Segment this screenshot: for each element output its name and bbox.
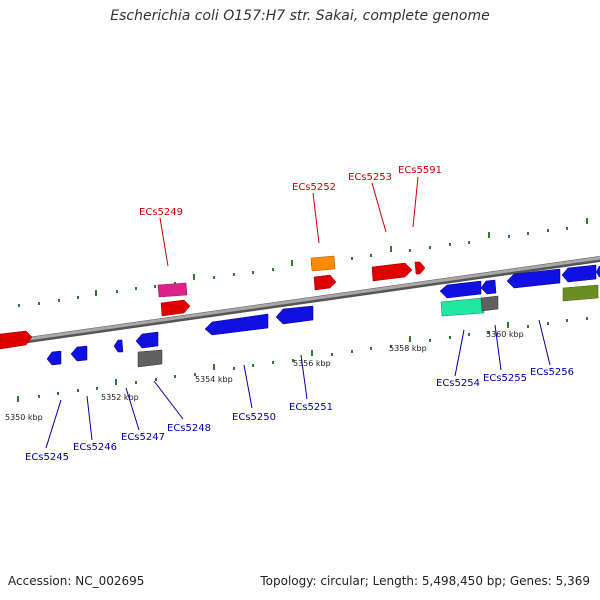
genome-summary-text: Topology: circular; Length: 5,498,450 bp…: [260, 574, 590, 588]
gene-block-ECs5248[interactable]: [137, 349, 163, 368]
gene-block-ECs5252[interactable]: [313, 274, 337, 291]
gene-label-ECs5255[interactable]: ECs5255: [483, 373, 527, 384]
gene-block-ECs5249[interactable]: [160, 299, 191, 317]
gene-block-ECs5255a[interactable]: [480, 279, 497, 295]
bottom-leader-lines: [45, 319, 551, 449]
reverse-genes: [46, 264, 600, 368]
gene-block-edge[interactable]: [596, 266, 600, 277]
gene-block-ECs5256[interactable]: [562, 284, 599, 302]
gene-block-ECs5245[interactable]: [46, 350, 62, 366]
gene-block-ECs5256a[interactable]: [506, 268, 561, 289]
gene-block-red-left[interactable]: [0, 330, 33, 350]
scale-label-5350: 5350 kbp: [5, 413, 43, 422]
gene-block-ECs5246[interactable]: [70, 345, 88, 362]
gene-block-ECs5248a[interactable]: [135, 331, 159, 349]
gene-block-ECs5255[interactable]: [480, 295, 499, 312]
upper-tick-track: [18, 218, 588, 307]
gene-block-ECs5254a[interactable]: [439, 280, 482, 299]
gene-label-ECs5245[interactable]: ECs5245: [25, 452, 69, 463]
gene-label-ECs5253[interactable]: ECs5253: [348, 172, 392, 183]
gene-block-ECs5254[interactable]: [440, 297, 485, 317]
gene-label-ECs5254[interactable]: ECs5254: [436, 378, 480, 389]
forward-genes: [0, 255, 426, 350]
scale-label-5352: 5352 kbp: [101, 393, 139, 402]
scale-label-5360: 5360 kbp: [486, 330, 524, 339]
gene-block-ECs5249a[interactable]: [157, 282, 188, 298]
gene-block-ECs5247[interactable]: [113, 339, 124, 353]
gene-label-ECs5251[interactable]: ECs5251: [289, 402, 333, 413]
gene-block-ECs5256b[interactable]: [561, 264, 597, 283]
gene-label-ECs5246[interactable]: ECs5246: [73, 442, 117, 453]
page-title: Escherichia coli O157:H7 str. Sakai, com…: [110, 8, 490, 24]
accession-text: Accession: NC_002695: [8, 574, 145, 588]
gene-label-ECs5249[interactable]: ECs5249: [139, 207, 183, 218]
lower-tick-track: [17, 317, 588, 402]
gene-label-ECs5248[interactable]: ECs5248: [167, 423, 211, 434]
gene-label-ECs5591[interactable]: ECs5591: [398, 165, 442, 176]
scale-label-5354: 5354 kbp: [195, 375, 233, 384]
gene-block-ECs5251[interactable]: [275, 305, 314, 325]
gene-label-ECs5250[interactable]: ECs5250: [232, 412, 276, 423]
gene-block-ECs5253[interactable]: [371, 262, 413, 282]
gene-label-ECs5247[interactable]: ECs5247: [121, 432, 165, 443]
gene-block-ECs5252a[interactable]: [310, 255, 336, 272]
top-leader-lines: [159, 176, 419, 267]
gene-label-ECs5256[interactable]: ECs5256: [530, 367, 574, 378]
gene-label-ECs5252[interactable]: ECs5252: [292, 182, 336, 193]
genome-backbone: [0, 256, 600, 347]
gene-block-ECs5250[interactable]: [204, 313, 269, 336]
scale-label-5358: 5358 kbp: [389, 344, 427, 353]
scale-label-5356: 5356 kbp: [293, 359, 331, 368]
gene-block-ECs5591[interactable]: [414, 261, 426, 275]
